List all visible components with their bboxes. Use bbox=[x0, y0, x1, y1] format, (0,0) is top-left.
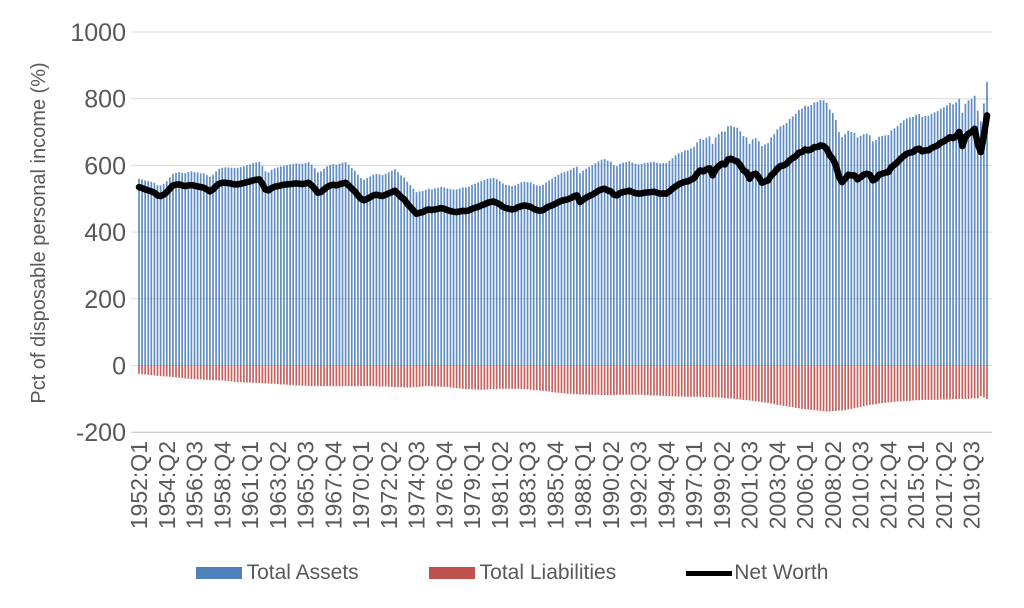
svg-text:2003:Q4: 2003:Q4 bbox=[764, 441, 790, 529]
svg-text:1988:Q1: 1988:Q1 bbox=[570, 441, 596, 529]
svg-text:2015:Q1: 2015:Q1 bbox=[903, 441, 929, 529]
svg-text:1974:Q3: 1974:Q3 bbox=[404, 441, 430, 529]
svg-text:1981:Q2: 1981:Q2 bbox=[487, 441, 513, 529]
svg-text:1999:Q2: 1999:Q2 bbox=[709, 441, 735, 529]
svg-text:600: 600 bbox=[84, 152, 126, 180]
legend-item-total-assets: Total Assets bbox=[195, 561, 359, 585]
svg-text:1985:Q4: 1985:Q4 bbox=[542, 441, 568, 529]
svg-text:2017:Q2: 2017:Q2 bbox=[931, 441, 957, 529]
svg-text:200: 200 bbox=[84, 286, 126, 314]
legend-label-total-liabilities: Total Liabilities bbox=[479, 561, 617, 584]
legend-item-net-worth: Net Worth bbox=[686, 561, 828, 585]
svg-text:1992:Q3: 1992:Q3 bbox=[626, 441, 652, 529]
svg-text:1961:Q1: 1961:Q1 bbox=[237, 441, 263, 529]
svg-text:-200: -200 bbox=[76, 419, 126, 447]
svg-text:1990:Q2: 1990:Q2 bbox=[598, 441, 624, 529]
svg-text:1000: 1000 bbox=[70, 19, 126, 47]
svg-text:1954:Q2: 1954:Q2 bbox=[154, 441, 180, 529]
svg-text:1976:Q4: 1976:Q4 bbox=[431, 441, 457, 529]
svg-text:1956:Q3: 1956:Q3 bbox=[182, 441, 208, 529]
svg-text:400: 400 bbox=[84, 219, 126, 247]
svg-text:1967:Q4: 1967:Q4 bbox=[320, 441, 346, 529]
legend-item-total-liabilities: Total Liabilities bbox=[428, 561, 617, 585]
svg-text:0: 0 bbox=[112, 353, 126, 381]
svg-text:2008:Q2: 2008:Q2 bbox=[820, 441, 846, 529]
total-assets-swatch-icon bbox=[195, 567, 242, 579]
svg-text:1963:Q2: 1963:Q2 bbox=[265, 441, 291, 529]
legend-label-net-worth: Net Worth bbox=[734, 561, 829, 584]
svg-text:1994:Q4: 1994:Q4 bbox=[653, 441, 679, 529]
svg-text:1970:Q1: 1970:Q1 bbox=[348, 441, 374, 529]
net-worth-line-swatch-icon bbox=[686, 570, 733, 576]
svg-text:1958:Q4: 1958:Q4 bbox=[209, 441, 235, 529]
svg-text:1979:Q1: 1979:Q1 bbox=[459, 441, 485, 529]
y-axis-title: Pct of disposable personal income (%) bbox=[28, 62, 50, 404]
svg-text:1997:Q1: 1997:Q1 bbox=[681, 441, 707, 529]
svg-text:2012:Q4: 2012:Q4 bbox=[875, 441, 901, 529]
svg-text:2001:Q3: 2001:Q3 bbox=[737, 441, 763, 529]
svg-text:1972:Q2: 1972:Q2 bbox=[376, 441, 402, 529]
total-liabilities-swatch-icon bbox=[428, 567, 475, 579]
svg-text:2010:Q3: 2010:Q3 bbox=[848, 441, 874, 529]
svg-text:2006:Q1: 2006:Q1 bbox=[792, 441, 818, 529]
svg-text:800: 800 bbox=[84, 86, 126, 114]
legend-label-total-assets: Total Assets bbox=[246, 561, 359, 584]
svg-text:1952:Q1: 1952:Q1 bbox=[126, 441, 152, 529]
svg-text:2019:Q3: 2019:Q3 bbox=[959, 441, 985, 529]
svg-text:1983:Q3: 1983:Q3 bbox=[515, 441, 541, 529]
chart-legend: Total Assets Total Liabilities Net Worth bbox=[0, 556, 1024, 590]
svg-text:1965:Q3: 1965:Q3 bbox=[293, 441, 319, 529]
